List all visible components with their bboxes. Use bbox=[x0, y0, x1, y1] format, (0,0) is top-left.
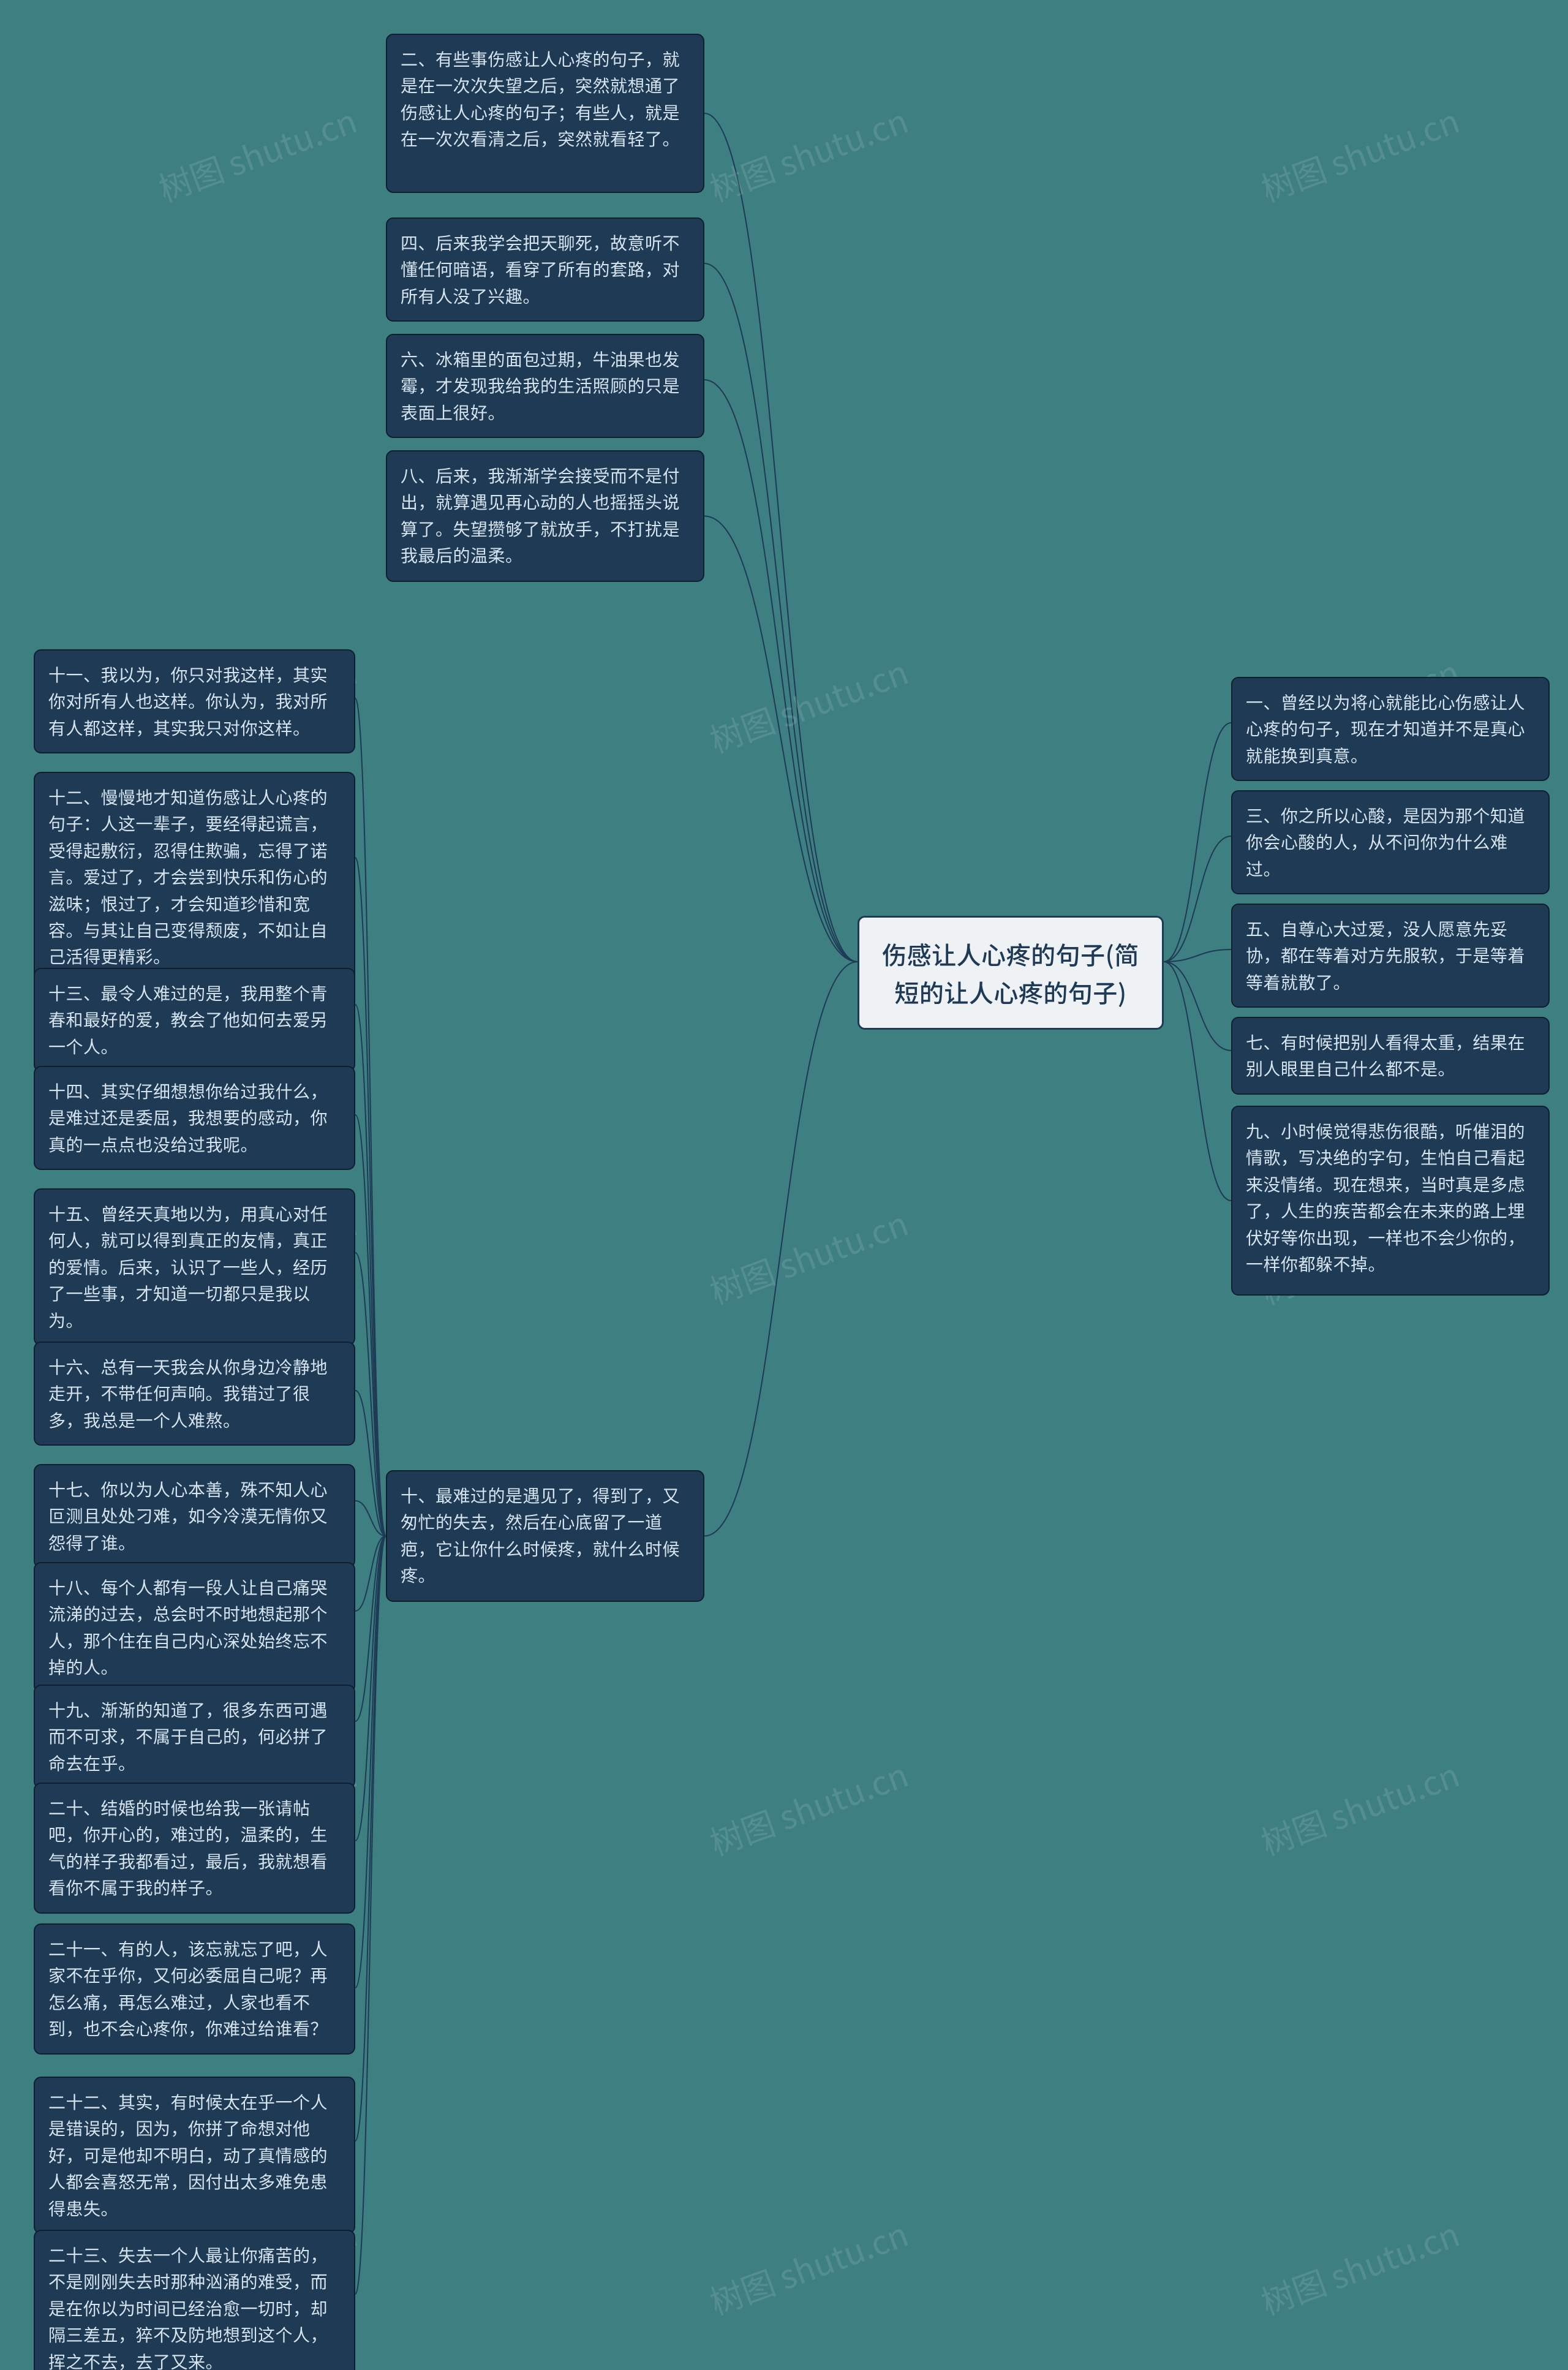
mindmap-node[interactable]: 五、自尊心大过爱，没人愿意先妥协，都在等着对方先服软，于是等着等着就散了。 bbox=[1231, 904, 1550, 1008]
mindmap-node[interactable]: 十九、渐渐的知道了，很多东西可遇而不可求，不属于自己的，何必拼了命去在乎。 bbox=[34, 1685, 355, 1789]
mindmap-node[interactable]: 六、冰箱里的面包过期，牛油果也发霉，才发现我给我的生活照顾的只是表面上很好。 bbox=[386, 334, 704, 438]
mindmap-node[interactable]: 十、最难过的是遇见了，得到了，又匆忙的失去，然后在心底留了一道疤，它让你什么时候… bbox=[386, 1470, 704, 1602]
watermark: 树图 shutu.cn bbox=[703, 1748, 914, 1865]
watermark: 树图 shutu.cn bbox=[703, 94, 914, 211]
node-text: 十一、我以为，你只对我这样，其实你对所有人也这样。你认为，我对所有人都这样，其实… bbox=[48, 662, 328, 740]
node-text: 十三、最令人难过的是，我用整个青春和最好的爱，教会了他如何去爱另一个人。 bbox=[48, 981, 328, 1059]
node-text: 十五、曾经天真地以为，用真心对任何人，就可以得到真正的友情，真正的爱情。后来，认… bbox=[48, 1201, 328, 1332]
watermark: 树图 shutu.cn bbox=[703, 646, 914, 762]
node-text: 九、小时候觉得悲伤很酷，听催泪的情歌，写决绝的字句，生怕自己看起来没情绪。现在想… bbox=[1246, 1119, 1525, 1276]
node-text: 十七、你以为人心本善，殊不知人心叵测且处处刁难，如今冷漠无情你又怨得了谁。 bbox=[48, 1477, 328, 1555]
mindmap-node[interactable]: 二十、结婚的时候也给我一张请帖吧，你开心的，难过的，温柔的，生气的样子我都看过，… bbox=[34, 1783, 355, 1914]
mindmap-node[interactable]: 七、有时候把别人看得太重，结果在别人眼里自己什么都不是。 bbox=[1231, 1017, 1550, 1095]
mindmap-node[interactable]: 十三、最令人难过的是，我用整个青春和最好的爱，教会了他如何去爱另一个人。 bbox=[34, 968, 355, 1072]
mindmap-node[interactable]: 十一、我以为，你只对我这样，其实你对所有人也这样。你认为，我对所有人都这样，其实… bbox=[34, 649, 355, 753]
watermark: 树图 shutu.cn bbox=[1254, 2208, 1465, 2324]
mindmap-node[interactable]: 十四、其实仔细想想你给过我什么，是难过还是委屈，我想要的感动，你真的一点点也没给… bbox=[34, 1066, 355, 1170]
node-text: 二十、结婚的时候也给我一张请帖吧，你开心的，难过的，温柔的，生气的样子我都看过，… bbox=[48, 1795, 328, 1900]
node-text: 三、你之所以心酸，是因为那个知道你会心酸的人，从不问你为什么难过。 bbox=[1246, 803, 1525, 881]
mindmap-node[interactable]: 二十二、其实，有时候太在乎一个人是错误的，因为，你拼了命想对他好，可是他却不明白… bbox=[34, 2077, 355, 2234]
mindmap-node[interactable]: 十五、曾经天真地以为，用真心对任何人，就可以得到真正的友情，真正的爱情。后来，认… bbox=[34, 1188, 355, 1346]
node-text: 伤感让人心疼的句子(简短的让人心疼的句子) bbox=[882, 936, 1139, 1010]
mindmap-node[interactable]: 十二、慢慢地才知道伤感让人心疼的句子：人这一辈子，要经得起谎言，受得起敷衍，忍得… bbox=[34, 772, 355, 983]
node-text: 二十一、有的人，该忘就忘了吧，人家不在乎你，又何必委屈自己呢？再怎么痛，再怎么难… bbox=[48, 1936, 328, 2040]
node-text: 七、有时候把别人看得太重，结果在别人眼里自己什么都不是。 bbox=[1246, 1030, 1525, 1081]
mindmap-node[interactable]: 二十三、失去一个人最让你痛苦的，不是刚刚失去时那种汹涌的难受，而是在你以为时间已… bbox=[34, 2230, 355, 2370]
mindmap-node[interactable]: 二十一、有的人，该忘就忘了吧，人家不在乎你，又何必委屈自己呢？再怎么痛，再怎么难… bbox=[34, 1923, 355, 2055]
mindmap-node[interactable]: 八、后来，我渐渐学会接受而不是付出，就算遇见再心动的人也摇摇头说算了。失望攒够了… bbox=[386, 450, 704, 582]
node-text: 二十二、其实，有时候太在乎一个人是错误的，因为，你拼了命想对他好，可是他却不明白… bbox=[48, 2089, 328, 2221]
node-text: 五、自尊心大过爱，没人愿意先妥协，都在等着对方先服软，于是等着等着就散了。 bbox=[1246, 916, 1525, 994]
watermark: 树图 shutu.cn bbox=[151, 94, 363, 211]
mindmap-canvas: 树图 shutu.cn 树图 shutu.cn 树图 shutu.cn 树图 shut… bbox=[0, 0, 1568, 2370]
root-node[interactable]: 伤感让人心疼的句子(简短的让人心疼的句子) bbox=[858, 916, 1164, 1030]
node-text: 十六、总有一天我会从你身边冷静地走开，不带任何声响。我错过了很多，我总是一个人难… bbox=[48, 1354, 328, 1432]
node-text: 十九、渐渐的知道了，很多东西可遇而不可求，不属于自己的，何必拼了命去在乎。 bbox=[48, 1697, 328, 1775]
mindmap-node[interactable]: 九、小时候觉得悲伤很酷，听催泪的情歌，写决绝的字句，生怕自己看起来没情绪。现在想… bbox=[1231, 1106, 1550, 1296]
mindmap-node[interactable]: 十六、总有一天我会从你身边冷静地走开，不带任何声响。我错过了很多，我总是一个人难… bbox=[34, 1342, 355, 1446]
node-text: 四、后来我学会把天聊死，故意听不懂任何暗语，看穿了所有的套路，对所有人没了兴趣。 bbox=[401, 230, 680, 308]
watermark: 树图 shutu.cn bbox=[1254, 94, 1465, 211]
mindmap-node[interactable]: 二、有些事伤感让人心疼的句子，就是在一次次失望之后，突然就想通了伤感让人心疼的句… bbox=[386, 34, 704, 193]
node-text: 六、冰箱里的面包过期，牛油果也发霉，才发现我给我的生活照顾的只是表面上很好。 bbox=[401, 347, 680, 425]
watermark: 树图 shutu.cn bbox=[1254, 1748, 1465, 1865]
node-text: 一、曾经以为将心就能比心伤感让人心疼的句子，现在才知道并不是真心就能换到真意。 bbox=[1246, 690, 1525, 768]
node-text: 十四、其实仔细想想你给过我什么，是难过还是委屈，我想要的感动，你真的一点点也没给… bbox=[48, 1079, 328, 1157]
node-text: 二、有些事伤感让人心疼的句子，就是在一次次失望之后，突然就想通了伤感让人心疼的句… bbox=[401, 47, 680, 151]
node-text: 八、后来，我渐渐学会接受而不是付出，就算遇见再心动的人也摇摇头说算了。失望攒够了… bbox=[401, 463, 680, 567]
node-text: 二十三、失去一个人最让你痛苦的，不是刚刚失去时那种汹涌的难受，而是在你以为时间已… bbox=[48, 2243, 328, 2370]
node-text: 十八、每个人都有一段人让自己痛哭流涕的过去，总会时不时地想起那个人，那个住在自己… bbox=[48, 1575, 328, 1679]
mindmap-node[interactable]: 一、曾经以为将心就能比心伤感让人心疼的句子，现在才知道并不是真心就能换到真意。 bbox=[1231, 677, 1550, 781]
mindmap-node[interactable]: 四、后来我学会把天聊死，故意听不懂任何暗语，看穿了所有的套路，对所有人没了兴趣。 bbox=[386, 217, 704, 322]
node-text: 十、最难过的是遇见了，得到了，又匆忙的失去，然后在心底留了一道疤，它让你什么时候… bbox=[401, 1483, 680, 1587]
node-text: 十二、慢慢地才知道伤感让人心疼的句子：人这一辈子，要经得起谎言，受得起敷衍，忍得… bbox=[48, 785, 328, 968]
mindmap-node[interactable]: 三、你之所以心酸，是因为那个知道你会心酸的人，从不问你为什么难过。 bbox=[1231, 790, 1550, 894]
mindmap-node[interactable]: 十七、你以为人心本善，殊不知人心叵测且处处刁难，如今冷漠无情你又怨得了谁。 bbox=[34, 1464, 355, 1568]
mindmap-node[interactable]: 十八、每个人都有一段人让自己痛哭流涕的过去，总会时不时地想起那个人，那个住在自己… bbox=[34, 1562, 355, 1693]
watermark: 树图 shutu.cn bbox=[703, 1197, 914, 1313]
watermark: 树图 shutu.cn bbox=[703, 2208, 914, 2324]
